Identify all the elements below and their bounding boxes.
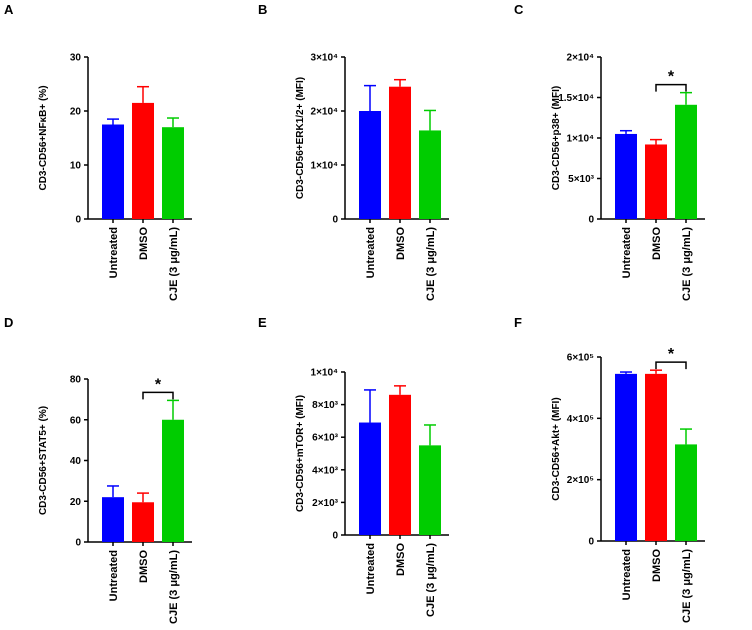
y-axis-label: CD3-CD56+NFκB+ (%) <box>38 85 49 190</box>
x-category-label: Untreated <box>365 227 377 278</box>
x-category-label: CJE (3 μg/mL) <box>425 543 437 617</box>
y-tick-label: 2×10⁴ <box>567 53 595 64</box>
x-category-label: CJE (3 μg/mL) <box>681 227 693 301</box>
chart-panel-b: B CD3-CD56+ERK1/2+ (MFI) 0 1×10⁴ 2×10⁴ 3×10⁴ U… <box>258 2 449 301</box>
y-tick-label: 1×10⁴ <box>311 161 339 172</box>
bar-dmso <box>645 144 667 219</box>
bar-dmso <box>389 394 411 535</box>
bar-cje <box>419 445 441 535</box>
y-tick-label: 6×10⁵ <box>567 353 595 364</box>
y-tick-label: 4×10⁵ <box>567 414 595 425</box>
panel-letter: C <box>514 2 524 17</box>
y-tick-label: 2×10⁴ <box>311 107 339 118</box>
x-category-label: DMSO <box>138 227 150 260</box>
x-category-label: DMSO <box>138 550 150 583</box>
bar-dmso <box>389 86 411 219</box>
chart-panel-a: A CD3-CD56+NFκB+ (%) 0 10 20 30 Untreated DMSO C… <box>4 2 192 301</box>
bar-untreated <box>102 497 124 542</box>
y-tick-label: 3×10⁴ <box>311 53 339 64</box>
bar-cje <box>162 419 184 542</box>
panel-letter: A <box>4 2 14 17</box>
y-tick-label: 1.5×10⁴ <box>558 93 594 104</box>
y-tick-label: 0 <box>588 537 594 548</box>
y-tick-label: 0 <box>75 215 81 226</box>
panel-letter: B <box>258 2 267 17</box>
chart-panel-c: C CD3-CD56+p38+ (MFI) 0 5×10³ 1×10⁴ 1.5×10⁴ 2×… <box>514 2 705 301</box>
bar-cje <box>675 444 697 541</box>
x-category-label: CJE (3 μg/mL) <box>168 550 180 624</box>
significance-bracket <box>655 361 687 370</box>
y-axis-label: CD3-CD56+STAT5+ (%) <box>38 406 49 515</box>
chart-panel-d: D CD3-CD56+STAT5+ (%) 0 20 40 60 80 Untreated DM… <box>4 315 192 624</box>
y-tick-label: 10 <box>70 161 82 172</box>
significance-star: * <box>155 376 162 393</box>
x-category-label: Untreated <box>108 227 120 278</box>
significance-bracket <box>142 391 174 400</box>
bar-cje <box>162 127 184 219</box>
y-axis-label: CD3-CD56+mTOR+ (MFI) <box>295 395 306 512</box>
x-category-label: CJE (3 μg/mL) <box>168 227 180 301</box>
x-category-label: DMSO <box>395 227 407 260</box>
y-tick-label: 40 <box>70 456 82 467</box>
x-category-label: DMSO <box>395 543 407 576</box>
x-category-label: Untreated <box>365 543 377 594</box>
y-tick-label: 60 <box>70 415 82 426</box>
y-axis-label: CD3-CD56+p38+ (MFI) <box>551 86 562 190</box>
bar-dmso <box>132 102 154 219</box>
x-category-label: CJE (3 μg/mL) <box>681 549 693 623</box>
y-axis-label: CD3-CD56+ERK1/2+ (MFI) <box>295 77 306 199</box>
panel-letter: F <box>514 315 522 330</box>
y-tick-label: 20 <box>70 497 82 508</box>
y-tick-label: 8×10³ <box>312 400 339 411</box>
x-category-label: DMSO <box>651 227 663 260</box>
chart-panel-f: F CD3-CD56+Akt+ (MFI) 0 2×10⁵ 4×10⁵ 6×10⁵ Untr… <box>514 315 705 623</box>
x-category-label: CJE (3 μg/mL) <box>425 227 437 301</box>
y-tick-label: 0 <box>588 215 594 226</box>
y-tick-label: 0 <box>332 531 338 542</box>
y-tick-label: 1×10⁴ <box>311 368 339 379</box>
y-tick-label: 2×10⁵ <box>567 475 595 486</box>
chart-panel-e: E CD3-CD56+mTOR+ (MFI) 0 2×10³ 4×10³ 6×10³ 8×1… <box>258 315 449 617</box>
y-tick-label: 2×10³ <box>312 498 339 509</box>
bar-untreated <box>102 124 124 219</box>
significance-bracket <box>655 83 687 92</box>
x-category-label: Untreated <box>108 550 120 601</box>
bar-cje <box>675 104 697 219</box>
y-tick-label: 30 <box>70 53 82 64</box>
panel-letter: D <box>4 315 13 330</box>
y-tick-label: 1×10⁴ <box>567 134 595 145</box>
panel-letter: E <box>258 315 267 330</box>
bar-untreated <box>615 133 637 219</box>
bar-untreated <box>359 422 381 535</box>
bar-untreated <box>615 373 637 541</box>
y-tick-label: 6×10³ <box>312 433 339 444</box>
y-tick-label: 0 <box>332 215 338 226</box>
y-tick-label: 20 <box>70 107 82 118</box>
y-tick-label: 5×10³ <box>568 174 595 185</box>
x-category-label: DMSO <box>651 549 663 582</box>
y-tick-label: 80 <box>70 375 82 386</box>
x-category-label: Untreated <box>621 549 633 600</box>
y-axis-label: CD3-CD56+Akt+ (MFI) <box>551 397 562 500</box>
significance-star: * <box>668 346 675 363</box>
y-tick-label: 4×10³ <box>312 465 339 476</box>
bar-untreated <box>359 111 381 219</box>
bar-cje <box>419 130 441 219</box>
y-tick-label: 0 <box>75 538 81 549</box>
bar-dmso <box>645 373 667 541</box>
bar-dmso <box>132 502 154 542</box>
x-category-label: Untreated <box>621 227 633 278</box>
significance-star: * <box>668 69 675 86</box>
